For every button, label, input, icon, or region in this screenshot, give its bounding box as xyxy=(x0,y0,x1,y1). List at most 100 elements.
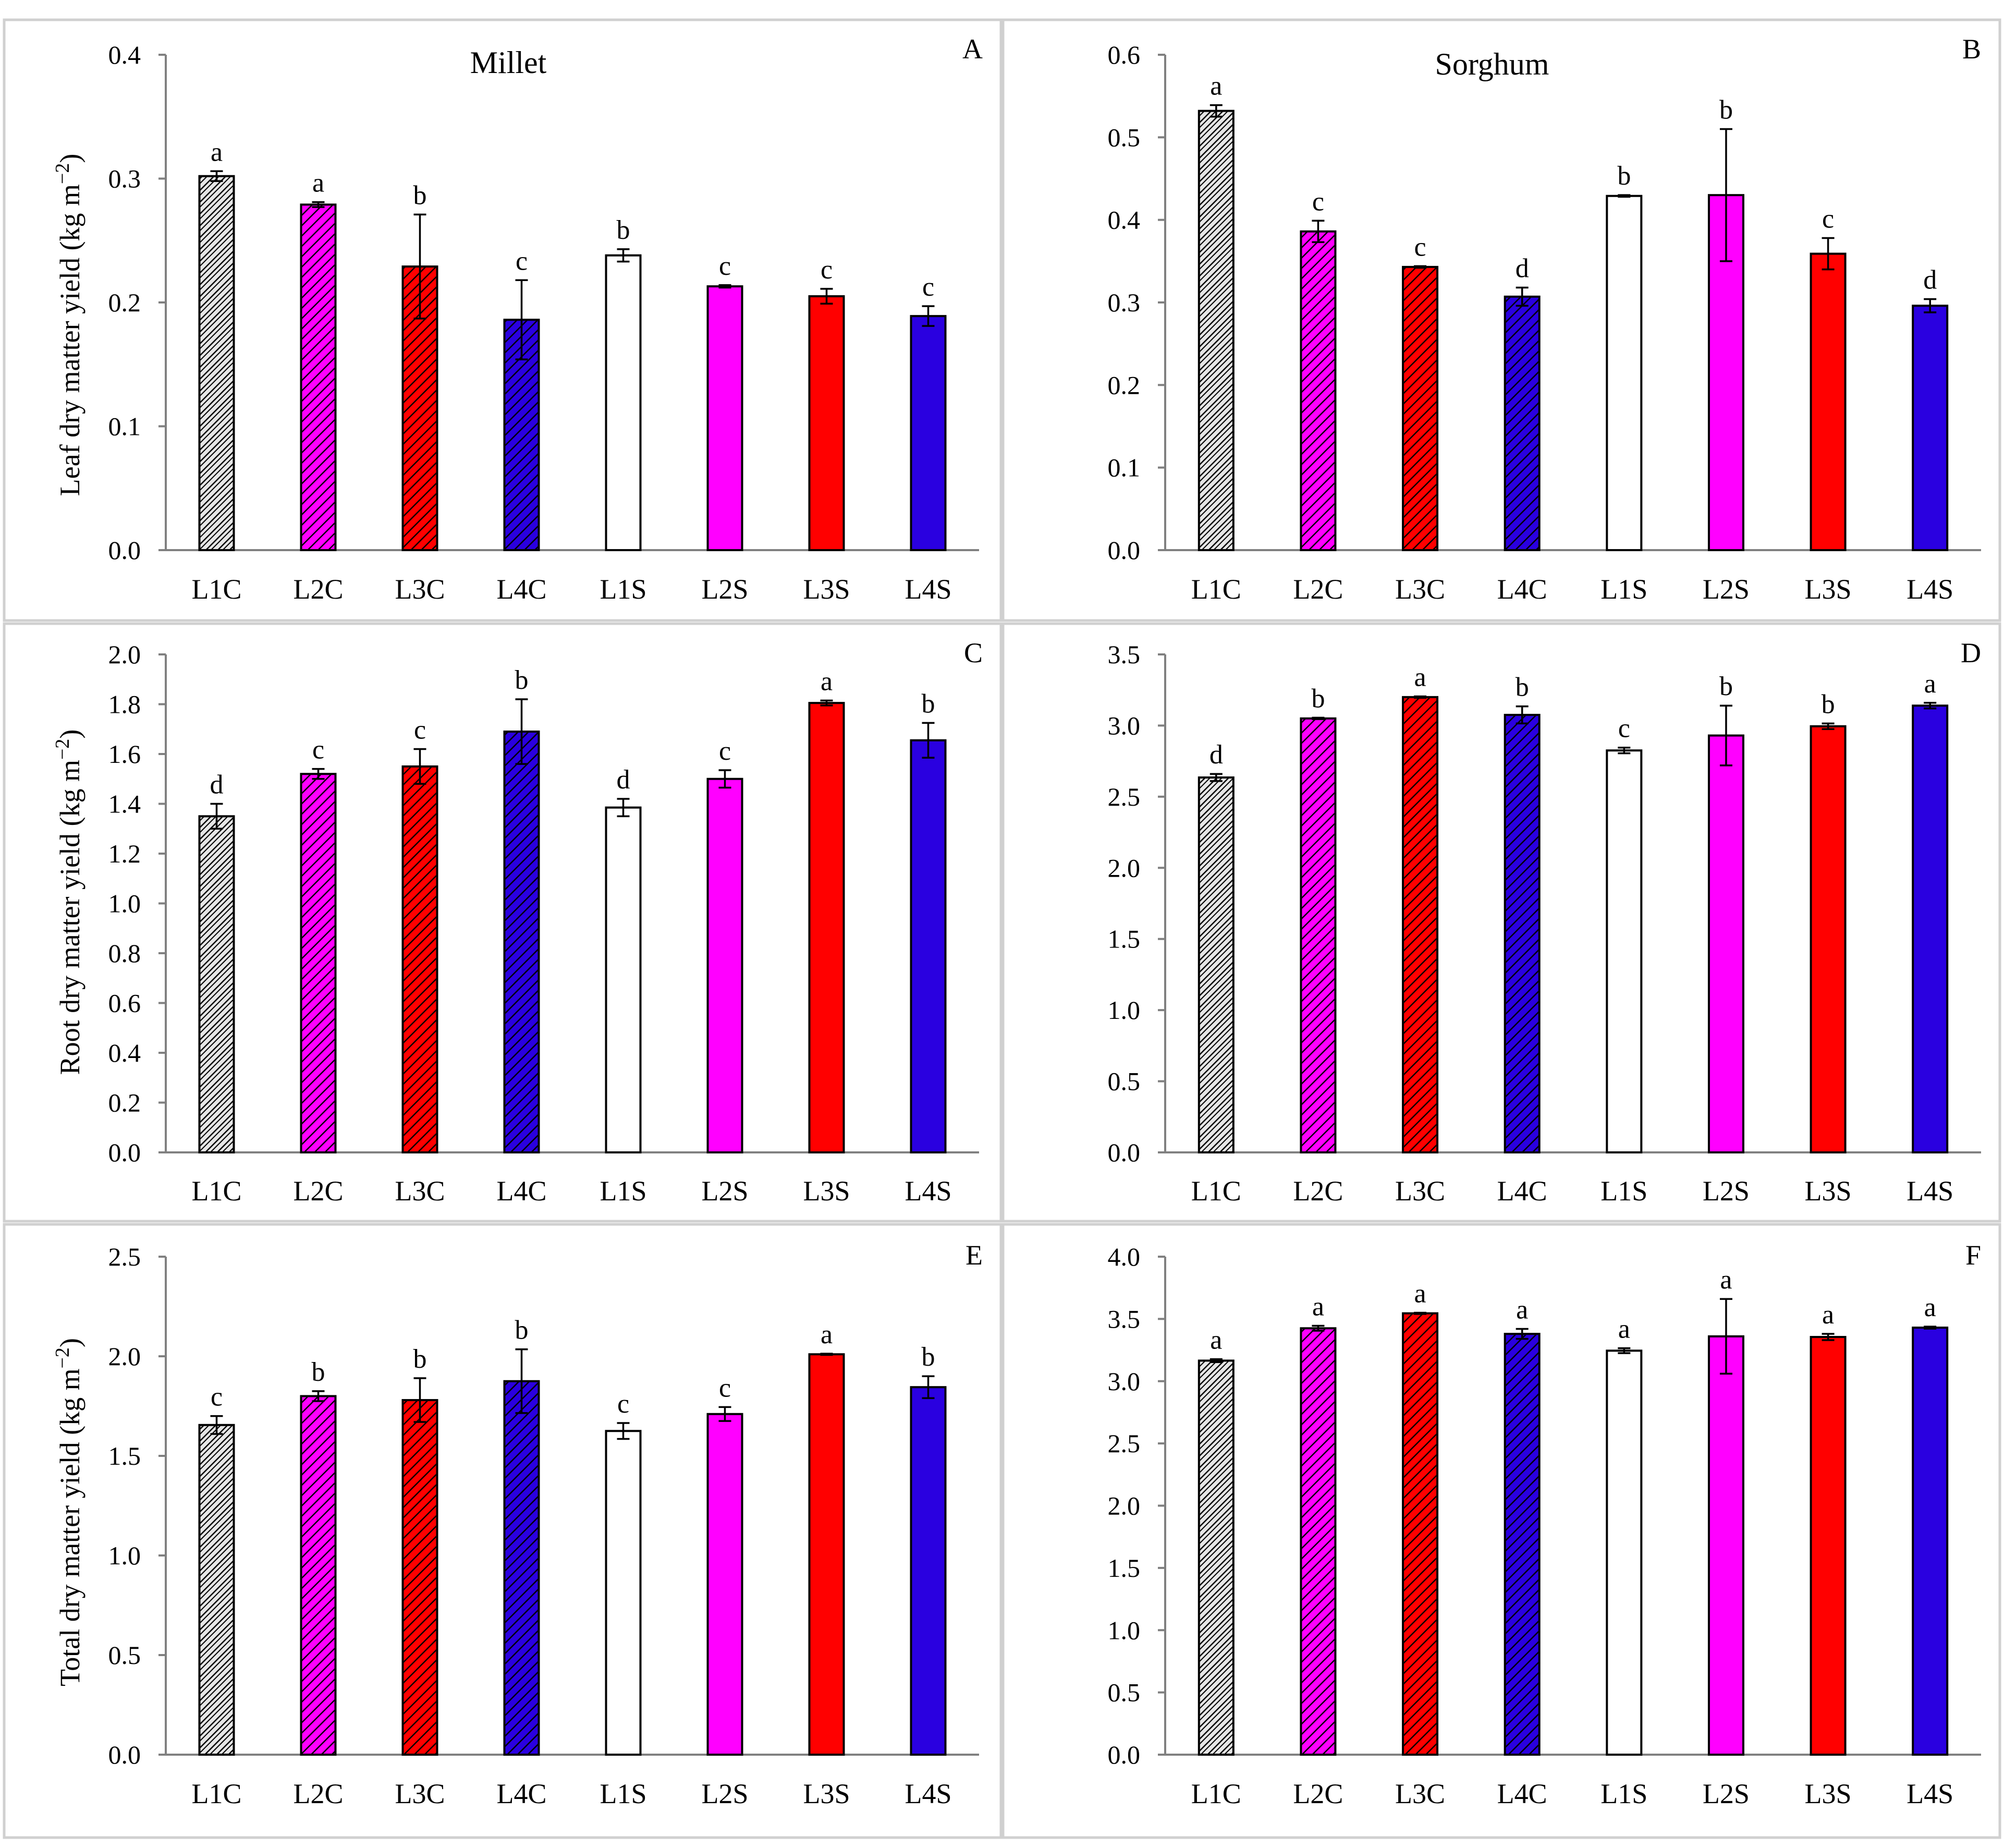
x-category-label: L4C xyxy=(1497,1778,1547,1809)
x-category-label: L1S xyxy=(1600,574,1647,605)
y-tick-label: 1.4 xyxy=(108,789,141,819)
x-category-label: L3C xyxy=(1395,1778,1445,1809)
significance-label: b xyxy=(413,180,427,210)
significance-label: a xyxy=(1618,1314,1630,1344)
significance-label: a xyxy=(1822,1300,1834,1330)
y-tick-label: 2.0 xyxy=(108,640,141,669)
bar-l1s xyxy=(1606,194,1643,551)
panel-f: 0.0 0.5 1.0 1.5 2.0 2.5 3.0 3.5 4.0 a L1C a L2C a L3C a… xyxy=(1001,1223,2001,1839)
y-tick-label: 0.4 xyxy=(108,40,141,69)
panel-a-letter: A xyxy=(962,33,983,65)
panel-a-y-title: Leaf dry matter yield (kg m−2) xyxy=(52,154,85,496)
y-tick-label: 0.1 xyxy=(1108,453,1141,482)
x-category-label: L3C xyxy=(395,1175,445,1207)
y-tick-label: 3.5 xyxy=(1108,1304,1141,1333)
y-title-exponent: −2 xyxy=(52,739,74,760)
y-tick-label: 0.1 xyxy=(108,412,141,441)
panel-b-title: Sorghum xyxy=(1435,47,1549,81)
x-category-label: L4S xyxy=(1907,1778,1953,1809)
panel-b-plot: 0.0 0.1 0.2 0.3 0.4 0.5 0.6 a L1C c L2C c L3C d L4C b L1… xyxy=(1108,40,1981,605)
x-category-label: L3C xyxy=(395,1778,445,1809)
y-title-close: ) xyxy=(54,730,85,739)
significance-label: c xyxy=(211,1382,223,1412)
y-tick-label: 0.6 xyxy=(108,989,141,1018)
y-tick-label: 0.0 xyxy=(108,1740,141,1769)
significance-label: d xyxy=(1209,740,1223,770)
significance-label: c xyxy=(1618,714,1630,744)
bar-l4c xyxy=(1504,713,1541,1153)
significance-label: c xyxy=(719,251,731,281)
x-category-label: L4C xyxy=(1497,574,1547,605)
bar-l2s xyxy=(706,777,743,1153)
x-category-label: L1S xyxy=(1600,1778,1647,1809)
bar-l3c xyxy=(1402,1312,1439,1756)
significance-label: c xyxy=(719,1373,731,1403)
significance-label: a xyxy=(312,168,324,198)
bar-l4s xyxy=(910,739,947,1154)
significance-label: b xyxy=(1719,672,1733,701)
significance-label: a xyxy=(211,137,223,167)
panel-d-frame xyxy=(1001,622,2001,1223)
panel-c-y-title: Root dry matter yield (kg m−2) xyxy=(52,730,85,1075)
bar-l2c xyxy=(300,1395,337,1756)
y-tick-label: 0.3 xyxy=(108,164,141,193)
y-tick-label: 2.0 xyxy=(108,1342,141,1371)
significance-label: a xyxy=(1720,1265,1732,1295)
significance-label: b xyxy=(1617,161,1631,191)
x-category-label: L1C xyxy=(1191,1778,1241,1809)
bar-l2c xyxy=(1300,1327,1337,1756)
x-category-label: L2C xyxy=(293,574,343,605)
x-category-label: L1C xyxy=(1191,1175,1241,1207)
x-category-label: L2S xyxy=(701,1175,748,1207)
panel-e-plot: 0.0 0.5 1.0 1.5 2.0 2.5 c L1C b L2C b L3C b L4C c L1S c L… xyxy=(108,1242,979,1809)
y-tick-label: 2.0 xyxy=(1108,853,1141,882)
y-tick-label: 1.5 xyxy=(1108,925,1141,954)
bar-l3s xyxy=(808,702,845,1154)
significance-label: c xyxy=(312,735,324,765)
y-title-text: Leaf dry matter yield (kg m xyxy=(54,184,85,496)
bar-l3s xyxy=(1810,1335,1847,1756)
significance-label: a xyxy=(1210,1325,1222,1355)
bar-l1s xyxy=(605,1430,642,1756)
x-category-label: L4C xyxy=(496,1175,546,1207)
significance-label: c xyxy=(516,246,528,276)
bar-l1c xyxy=(198,175,235,551)
bar-l1s xyxy=(1606,1349,1643,1756)
panel-a-title: Millet xyxy=(470,45,547,80)
y-title-text: Root dry matter yield (kg m xyxy=(54,760,85,1075)
y-tick-label: 0.3 xyxy=(1108,288,1141,317)
significance-label: b xyxy=(922,1342,935,1372)
y-title-exponent: −2 xyxy=(52,163,74,184)
bar-l2c xyxy=(1300,717,1337,1154)
x-category-label: L1C xyxy=(191,1778,241,1809)
x-category-label: L3S xyxy=(803,1175,850,1207)
x-category-label: L1S xyxy=(600,1175,646,1207)
significance-label: c xyxy=(922,272,934,302)
panel-c-letter: C xyxy=(964,637,983,668)
y-tick-label: 2.5 xyxy=(1108,782,1141,811)
x-category-label: L2S xyxy=(1703,1778,1750,1809)
y-tick-label: 0.0 xyxy=(1108,536,1141,565)
x-category-label: L2S xyxy=(701,574,748,605)
x-category-label: L4S xyxy=(1907,1175,1953,1207)
y-title-close: ) xyxy=(54,1338,85,1347)
bar-l4s xyxy=(910,315,947,551)
x-category-label: L4C xyxy=(496,1778,546,1809)
bar-l2c xyxy=(1300,230,1337,552)
x-category-label: L1S xyxy=(600,574,646,605)
bar-l4s xyxy=(1912,704,1949,1153)
bar-l1c xyxy=(198,1424,235,1756)
significance-label: a xyxy=(1312,1292,1324,1322)
x-category-label: L2C xyxy=(293,1778,343,1809)
significance-label: a xyxy=(821,1320,833,1349)
significance-label: a xyxy=(1414,1279,1426,1308)
panel-c-plot: 0.0 0.2 0.4 0.6 0.8 1.0 1.2 1.4 1.6 1.8 2.0 d L1C c L2… xyxy=(108,640,979,1207)
bar-l3c xyxy=(1402,265,1439,551)
y-tick-label: 4.0 xyxy=(1108,1242,1141,1271)
y-tick-label: 0.0 xyxy=(108,536,141,565)
bar-l1s xyxy=(1606,749,1643,1153)
x-category-label: L4C xyxy=(496,574,546,605)
y-tick-label: 1.0 xyxy=(1108,1615,1141,1645)
bar-l3c xyxy=(401,1399,438,1756)
